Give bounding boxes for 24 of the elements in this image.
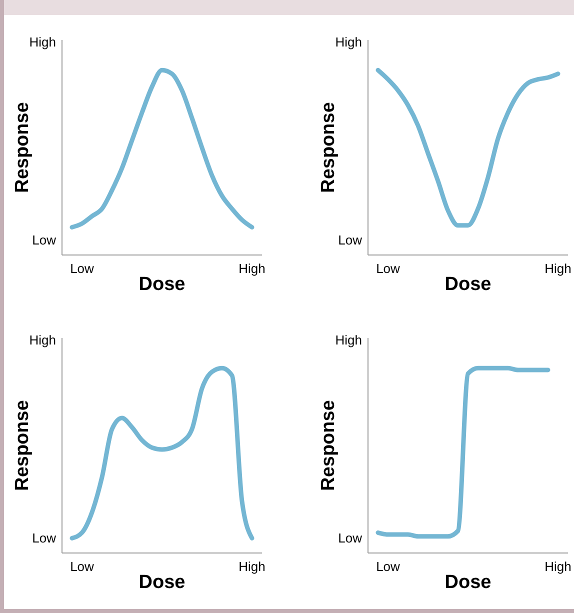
text: Low (338, 232, 363, 248)
y-axis-title: Response (12, 400, 33, 491)
x-tick-label: Low (376, 559, 401, 574)
x-tick-label: High (238, 559, 266, 574)
x-tick-label: Low (70, 559, 95, 574)
text: High (29, 34, 56, 50)
text: Low (338, 530, 363, 546)
x-tick-label: High (238, 261, 266, 276)
text: Low (32, 232, 57, 248)
text: Low (32, 530, 57, 546)
text: High (29, 332, 56, 348)
x-tick-label: High (544, 559, 572, 574)
x-axis-title: Dose (444, 572, 492, 593)
x-tick-label: Low (376, 261, 401, 276)
y-axis-title: Response (12, 102, 33, 193)
y-axis-title: Response (318, 400, 339, 491)
text: High (335, 332, 362, 348)
x-axis-title: Dose (138, 274, 186, 295)
x-tick-label: Low (70, 261, 95, 276)
x-axis-title: Dose (444, 274, 492, 295)
text: High (335, 34, 362, 50)
x-tick-label: High (544, 261, 572, 276)
y-axis-title: Response (318, 102, 339, 193)
x-axis-title: Dose (138, 572, 186, 593)
